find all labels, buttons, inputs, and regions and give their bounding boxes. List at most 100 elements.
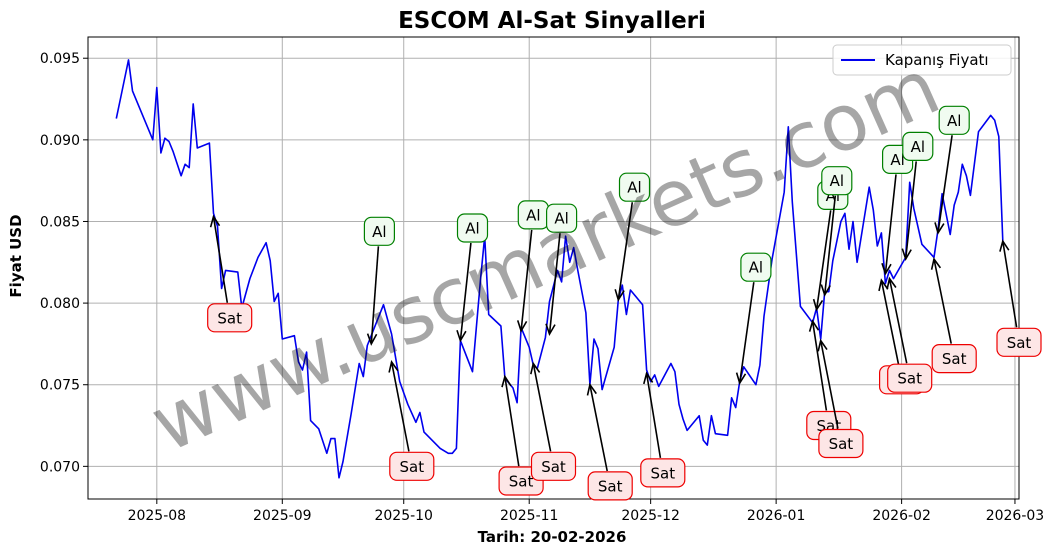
signal-label: Sat: [897, 370, 922, 388]
signal-box: [545, 203, 578, 233]
signal-arrow-line: [390, 361, 410, 452]
signal-arrow-line: [645, 373, 662, 459]
signal-box: [902, 131, 934, 161]
x-axis-label: Tarih: 20-02-2026: [478, 528, 627, 546]
signal-arrow-head: [586, 382, 597, 396]
sell-signal: Sat: [207, 214, 253, 333]
signal-arrow-line: [888, 278, 908, 364]
signal-arrow-line: [532, 363, 552, 452]
signal-box: [996, 327, 1042, 357]
signal-label: Al: [890, 151, 904, 169]
signal-arrow-line: [815, 210, 832, 310]
signal-label: Sat: [217, 309, 242, 327]
signal-label: Sat: [399, 458, 424, 476]
signal-label: Sat: [541, 458, 566, 476]
x-tick-label: 2025-11: [500, 508, 559, 524]
sell-signal: Sat: [388, 359, 435, 481]
signal-arrow-head: [545, 323, 556, 337]
signal-box: [530, 451, 577, 481]
signal-box: [938, 105, 970, 135]
signal-box: [640, 458, 686, 488]
signal-arrow-line: [459, 242, 472, 341]
signal-arrow-head: [530, 361, 541, 375]
signal-arrow-head: [886, 276, 897, 290]
signal-label: Sat: [650, 464, 675, 482]
sell-signal: Sat: [886, 276, 933, 393]
signal-arrow-head: [878, 278, 889, 292]
legend-label: Kapanış Fiyatı: [885, 51, 989, 69]
x-tick-label: 2025-12: [621, 508, 680, 524]
signal-annotations: Sat Al Sat Al Sat Al Sat Al Sat Al Sat Al Sat Al Sat Al…: [207, 105, 1042, 501]
signal-arrow-head: [930, 257, 942, 270]
signal-arrow-line: [589, 384, 608, 472]
signal-box: [363, 216, 395, 246]
signal-label: Al: [554, 210, 568, 228]
signal-box: [207, 303, 253, 333]
signal-arrow-head: [881, 263, 892, 276]
signal-label: Sat: [942, 350, 967, 368]
x-tick-label: 2026-01: [747, 508, 806, 524]
signal-arrow-line: [520, 229, 533, 331]
signal-box: [618, 172, 651, 202]
sell-signal: Sat: [930, 257, 977, 374]
buy-signal: Al: [363, 216, 395, 346]
signal-box: [818, 428, 864, 459]
y-tick-label: 0.070: [40, 459, 80, 475]
signal-label: Sat: [829, 435, 854, 453]
signal-box: [821, 166, 853, 196]
buy-signal: Al: [820, 166, 853, 297]
signal-label: Sat: [1007, 334, 1032, 352]
plot-area: [88, 37, 1019, 499]
signal-box: [587, 471, 633, 501]
signal-arrow-line: [212, 216, 229, 303]
signal-arrow-head: [643, 371, 654, 385]
signal-arrow-head: [817, 338, 828, 352]
signal-arrow-line: [370, 246, 380, 344]
signal-arrow-line: [548, 233, 561, 335]
legend: Kapanış Fiyatı: [832, 44, 1012, 76]
buy-signal: Al: [516, 200, 549, 333]
signal-box: [740, 252, 772, 282]
sell-signal: Sat: [530, 361, 577, 481]
series-line-0: [115, 59, 1004, 479]
signal-label: Al: [465, 220, 479, 238]
sell-signal: Sat: [586, 382, 633, 501]
signal-arrow-head: [901, 248, 912, 261]
signal-arrow-head: [516, 320, 528, 333]
signal-arrow-line: [738, 282, 755, 384]
legend-box: [832, 44, 1012, 76]
buy-signal: Al: [456, 213, 489, 343]
price-series: [115, 59, 1004, 479]
signal-arrow-head: [456, 329, 467, 343]
sell-signal: Sat: [498, 374, 544, 496]
signal-arrow-line: [617, 202, 634, 300]
signal-arrow-line: [823, 195, 837, 295]
y-tick-label: 0.090: [40, 133, 80, 149]
signal-arrow-head: [735, 372, 747, 386]
x-tick-label: 2026-02: [872, 508, 931, 524]
signal-arrow-line: [937, 135, 953, 234]
signal-arrow-head: [808, 319, 820, 332]
signal-arrow-line: [933, 258, 952, 344]
axes: 2025-08 2025-09 2025-10 2025-11 2025-12 2026-…: [40, 36, 1044, 524]
signal-box: [389, 451, 435, 481]
signal-arrow-head: [812, 298, 824, 312]
buy-signal: Al: [901, 131, 934, 261]
signal-arrow-line: [819, 340, 839, 429]
signal-arrow-line: [811, 320, 828, 411]
signal-label: Al: [372, 223, 386, 241]
x-tick-label: 2025-10: [374, 508, 433, 524]
signal-arrow-head: [614, 289, 625, 302]
plot-background: [88, 37, 1019, 499]
signal-arrow-head: [820, 284, 831, 297]
y-tick-label: 0.080: [40, 296, 80, 312]
signal-arrow-line: [504, 376, 520, 467]
sell-signal: Sat: [817, 338, 864, 459]
buy-signal: Al: [934, 105, 970, 235]
y-axis-label: Fiyat USD: [7, 214, 25, 297]
y-tick-label: 0.085: [40, 214, 80, 230]
signal-box: [931, 344, 977, 374]
signal-label: Al: [749, 259, 763, 277]
buy-signal: Al: [545, 203, 578, 337]
signal-arrow-head: [366, 333, 378, 346]
